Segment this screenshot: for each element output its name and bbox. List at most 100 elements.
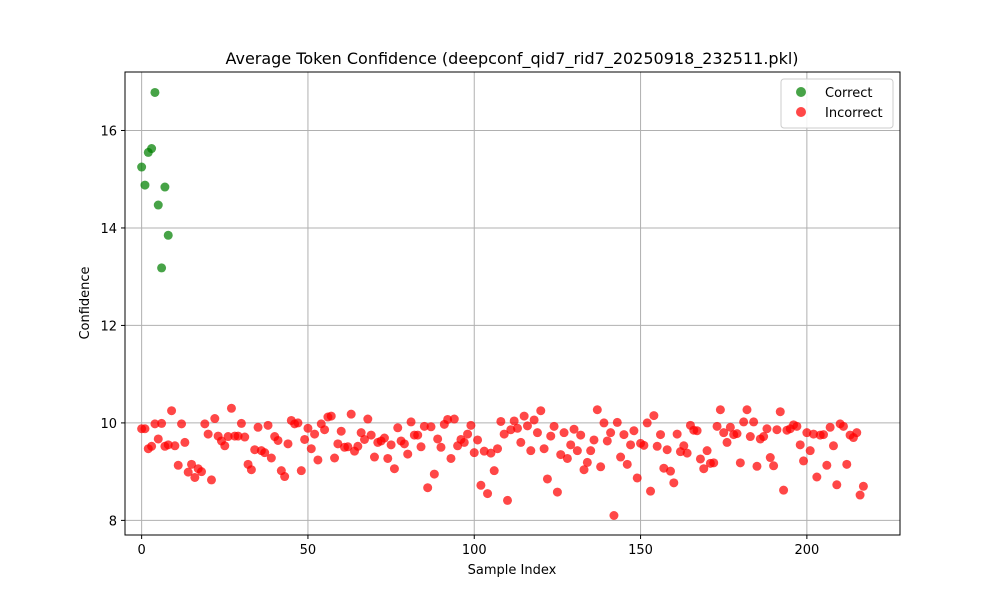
point-incorrect — [206, 475, 216, 485]
point-incorrect — [483, 489, 493, 499]
y-tick-label: 12 — [100, 319, 117, 334]
y-axis-label: Confidence — [78, 266, 93, 339]
point-incorrect — [469, 448, 479, 458]
point-incorrect — [306, 444, 316, 454]
point-incorrect — [765, 453, 775, 463]
point-incorrect — [699, 464, 709, 474]
point-incorrect — [240, 432, 250, 442]
point-incorrect — [426, 422, 436, 432]
point-incorrect — [732, 429, 742, 439]
point-incorrect — [828, 441, 838, 451]
point-incorrect — [695, 454, 705, 464]
point-incorrect — [672, 429, 682, 439]
point-incorrect — [140, 424, 150, 434]
point-incorrect — [403, 449, 413, 459]
point-incorrect — [559, 428, 569, 438]
y-tick-label: 16 — [100, 124, 117, 139]
point-incorrect — [266, 453, 276, 463]
x-tick-label: 150 — [628, 543, 653, 558]
point-incorrect — [619, 430, 629, 440]
point-incorrect — [522, 421, 532, 431]
point-incorrect — [712, 421, 722, 431]
point-incorrect — [779, 485, 789, 495]
point-incorrect — [369, 452, 379, 462]
point-incorrect — [486, 448, 496, 458]
point-incorrect — [822, 460, 832, 470]
point-incorrect — [852, 428, 862, 438]
x-tick-label: 0 — [137, 543, 145, 558]
point-incorrect — [226, 403, 236, 413]
point-correct — [153, 200, 163, 210]
point-incorrect — [333, 439, 343, 449]
point-incorrect — [582, 457, 592, 467]
point-incorrect — [745, 432, 755, 442]
point-incorrect — [812, 472, 822, 482]
point-incorrect — [459, 437, 469, 447]
point-incorrect — [473, 435, 483, 445]
point-incorrect — [576, 430, 586, 440]
point-incorrect — [246, 465, 256, 475]
point-incorrect — [702, 446, 712, 456]
point-correct — [163, 230, 173, 240]
point-incorrect — [383, 453, 393, 463]
x-axis-label: Sample Index — [468, 563, 557, 578]
point-incorrect — [832, 480, 842, 490]
point-incorrect — [719, 428, 729, 438]
point-incorrect — [842, 459, 852, 469]
point-incorrect — [589, 435, 599, 445]
point-correct — [150, 87, 160, 97]
point-incorrect — [562, 453, 572, 463]
point-incorrect — [150, 419, 160, 429]
point-incorrect — [759, 432, 769, 442]
point-incorrect — [413, 430, 423, 440]
point-incorrect — [393, 423, 403, 433]
point-correct — [137, 162, 147, 172]
legend-marker-incorrect — [796, 107, 806, 117]
point-incorrect — [665, 466, 675, 476]
point-incorrect — [296, 466, 306, 476]
point-incorrect — [602, 436, 612, 446]
point-incorrect — [509, 416, 519, 426]
y-tick-label: 10 — [100, 417, 117, 432]
point-incorrect — [200, 419, 210, 429]
point-incorrect — [735, 458, 745, 468]
point-incorrect — [250, 445, 260, 455]
point-incorrect — [330, 453, 340, 463]
point-incorrect — [359, 434, 369, 444]
point-incorrect — [572, 446, 582, 456]
point-incorrect — [749, 417, 759, 427]
point-incorrect — [596, 462, 606, 472]
point-incorrect — [187, 459, 197, 469]
point-incorrect — [742, 405, 752, 415]
point-incorrect — [646, 486, 656, 496]
point-incorrect — [579, 465, 589, 475]
point-incorrect — [519, 411, 529, 421]
point-incorrect — [692, 426, 702, 436]
point-incorrect — [612, 417, 622, 427]
point-incorrect — [792, 421, 802, 431]
point-incorrect — [649, 411, 659, 421]
point-incorrect — [446, 453, 456, 463]
point-incorrect — [526, 446, 536, 456]
point-incorrect — [406, 417, 416, 427]
point-incorrect — [399, 439, 409, 449]
point-incorrect — [799, 456, 809, 466]
point-incorrect — [609, 511, 619, 521]
point-incorrect — [639, 440, 649, 450]
point-incorrect — [499, 429, 509, 439]
point-incorrect — [260, 448, 270, 458]
point-incorrect — [586, 446, 596, 456]
point-incorrect — [313, 455, 323, 465]
point-incorrect — [818, 430, 828, 440]
point-incorrect — [622, 459, 632, 469]
point-incorrect — [493, 444, 503, 454]
point-incorrect — [606, 428, 616, 438]
chart-title: Average Token Confidence (deepconf_qid7_… — [225, 49, 798, 69]
point-incorrect — [496, 416, 506, 426]
plot-frame — [124, 71, 901, 536]
point-incorrect — [556, 450, 566, 460]
point-incorrect — [353, 441, 363, 451]
point-incorrect — [626, 440, 636, 450]
point-incorrect — [336, 426, 346, 436]
